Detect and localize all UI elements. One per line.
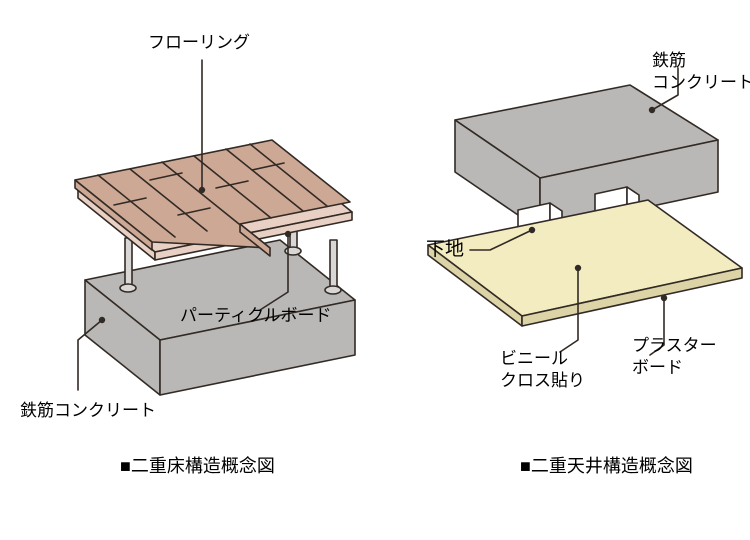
- label-particle-board: パーティクルボード: [180, 305, 331, 327]
- label-flooring: フローリング: [148, 32, 250, 54]
- label-concrete-right: 鉄筋 コンクリート: [652, 50, 750, 94]
- diagram-container: フローリング パーティクルボード 鉄筋コンクリート ■二重床構造概念図: [20, 20, 750, 520]
- caption-left: ■二重床構造概念図: [120, 452, 275, 478]
- label-vinyl: ビニール クロス貼り: [500, 348, 585, 392]
- left-diagram: [20, 20, 390, 440]
- label-substrate: 下地: [426, 238, 464, 263]
- flooring-top: [75, 140, 350, 248]
- caption-right: ■二重天井構造概念図: [520, 452, 693, 478]
- ceiling-board-top: [428, 200, 742, 316]
- label-plaster: プラスター ボード: [632, 335, 717, 379]
- label-concrete-left: 鉄筋コンクリート: [20, 400, 156, 422]
